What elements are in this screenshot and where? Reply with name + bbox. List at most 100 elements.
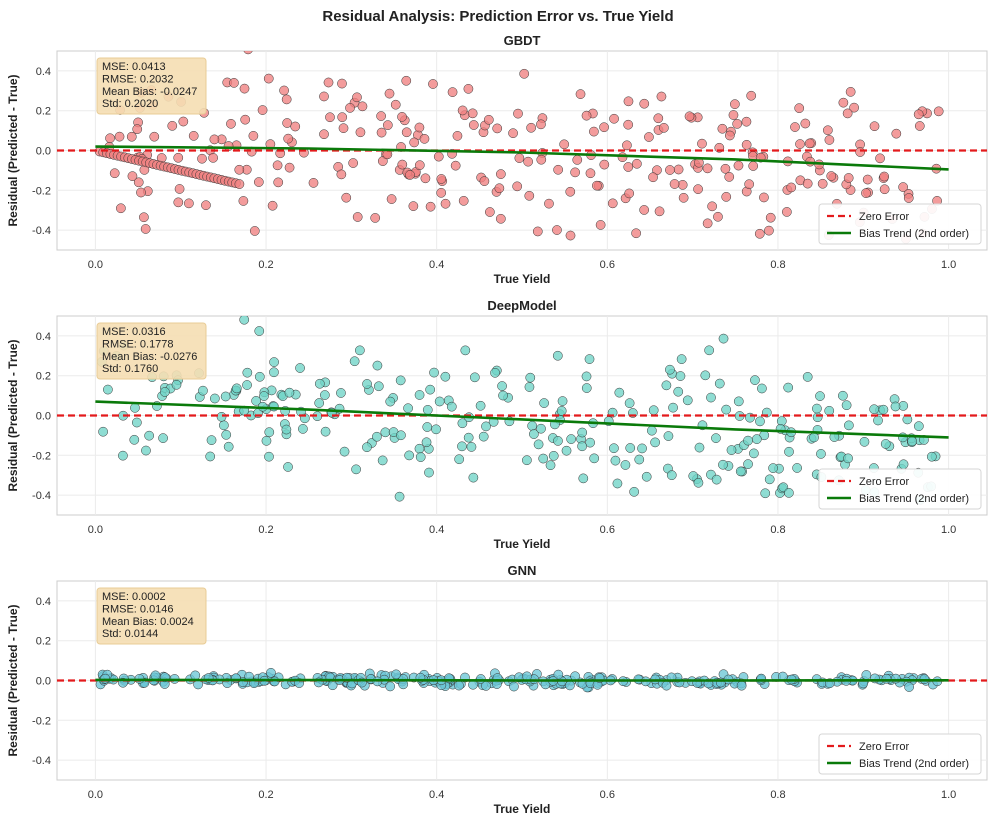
scatter-point bbox=[206, 435, 217, 445]
scatter-point bbox=[284, 162, 295, 173]
scatter-point bbox=[816, 449, 826, 459]
scatter-point bbox=[295, 363, 305, 373]
x-tick-label: 0.6 bbox=[600, 259, 615, 271]
scatter-point bbox=[405, 170, 415, 180]
y-tick-label: 0.2 bbox=[36, 371, 51, 383]
scatter-point bbox=[239, 83, 250, 94]
scatter-point bbox=[750, 375, 760, 385]
scatter-point bbox=[878, 404, 889, 415]
legend-box bbox=[818, 733, 982, 775]
scatter-point bbox=[397, 112, 407, 122]
scatter-point bbox=[314, 398, 325, 408]
legend-label-zero-error: Zero Error bbox=[859, 211, 909, 223]
scatter-point bbox=[422, 422, 433, 432]
scatter-point bbox=[149, 131, 160, 142]
scatter-point bbox=[323, 77, 334, 88]
panel-gnn: 0.0 0.2 0.4 0.6 0.8 1.0 -0.4 -0.2 0.0 0.2 0.4 MSE: … bbox=[6, 563, 988, 816]
scatter-point bbox=[653, 113, 664, 124]
scatter-point bbox=[548, 451, 559, 461]
x-tick-label: 0.0 bbox=[88, 259, 103, 271]
scatter-point bbox=[357, 101, 368, 112]
scatter-point bbox=[513, 108, 523, 119]
scatter-point bbox=[624, 188, 635, 199]
scatter-point bbox=[336, 169, 347, 180]
scatter-point bbox=[188, 131, 199, 141]
scatter-point bbox=[234, 179, 245, 189]
scatter-point bbox=[744, 179, 755, 190]
scatter-point bbox=[414, 160, 425, 171]
scatter-point bbox=[748, 161, 759, 171]
scatter-point bbox=[382, 120, 393, 130]
scatter-point bbox=[279, 85, 289, 96]
scatter-point bbox=[764, 474, 775, 485]
legend-box bbox=[818, 203, 982, 245]
scatter-point bbox=[264, 427, 275, 438]
scatter-point bbox=[264, 451, 274, 462]
scatter-point bbox=[254, 371, 265, 382]
scatter-point bbox=[693, 184, 703, 194]
bias-trend-line bbox=[95, 678, 949, 682]
scatter-point bbox=[336, 388, 346, 398]
scatter-point bbox=[620, 460, 631, 470]
scatter-point bbox=[173, 152, 184, 163]
scatter-point bbox=[741, 116, 752, 127]
scatter-point bbox=[724, 172, 735, 182]
scatter-point bbox=[269, 401, 279, 412]
scatter-point bbox=[397, 159, 408, 170]
scatter-point bbox=[249, 226, 260, 236]
scatter-point bbox=[760, 488, 771, 499]
y-tick-label: -0.4 bbox=[32, 755, 51, 767]
stats-line: RMSE: 0.1778 bbox=[102, 338, 174, 350]
scatter-point bbox=[881, 673, 892, 684]
stats-box bbox=[96, 322, 207, 380]
scatter-point bbox=[415, 452, 426, 462]
scatter-point bbox=[239, 316, 250, 325]
scatter-point bbox=[688, 471, 699, 481]
scatter-point bbox=[384, 88, 395, 99]
scatter-point bbox=[231, 383, 242, 394]
scatter-point bbox=[781, 207, 792, 217]
scatter-point bbox=[129, 434, 140, 445]
scatter-point bbox=[385, 396, 396, 407]
scatter-point bbox=[826, 171, 837, 181]
scatter-point bbox=[512, 181, 523, 192]
scatter-point bbox=[259, 391, 269, 401]
scatter-point bbox=[585, 437, 595, 448]
scatter-point bbox=[623, 96, 634, 107]
scatter-point bbox=[656, 91, 667, 102]
scatter-point bbox=[373, 381, 384, 392]
scatter-point bbox=[675, 371, 686, 381]
scatter-point bbox=[648, 172, 658, 183]
scatter-point bbox=[219, 420, 229, 431]
scatter-point bbox=[720, 163, 731, 174]
scatter-point bbox=[454, 680, 464, 691]
scatter-point bbox=[450, 160, 461, 171]
scatter-point bbox=[756, 673, 767, 684]
scatter-point bbox=[283, 462, 293, 472]
stats-line: RMSE: 0.2032 bbox=[102, 73, 174, 85]
scatter-point bbox=[377, 455, 388, 466]
scatter-point bbox=[678, 192, 689, 203]
scatter-point bbox=[694, 442, 705, 453]
scatter-point bbox=[843, 173, 854, 183]
scatter-point bbox=[281, 94, 292, 105]
scatter-point bbox=[673, 164, 684, 175]
scatter-point bbox=[126, 131, 137, 142]
scatter-point bbox=[838, 97, 849, 108]
y-axis-label: Residual (Predicted - True) bbox=[6, 74, 20, 226]
scatter-point bbox=[454, 454, 465, 465]
scatter-point bbox=[475, 400, 486, 411]
scatter-point bbox=[764, 225, 774, 236]
scatter-point bbox=[272, 160, 283, 171]
x-tick-label: 0.2 bbox=[258, 789, 273, 801]
scatter-point bbox=[283, 133, 294, 144]
scatter-point bbox=[243, 51, 253, 55]
scatter-point bbox=[483, 114, 494, 125]
scatter-point bbox=[553, 164, 564, 175]
scatter-point bbox=[116, 203, 126, 214]
scatter-point bbox=[281, 424, 292, 435]
scatter-point bbox=[844, 420, 854, 431]
y-tick-label: -0.2 bbox=[32, 185, 51, 197]
scatter-point bbox=[114, 131, 125, 142]
